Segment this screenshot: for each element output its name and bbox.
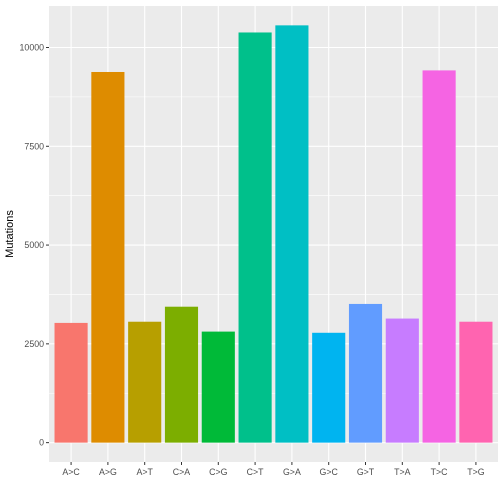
y-tick-label: 10000 [20,42,45,52]
bar-T-to-C [422,70,456,443]
bar-C-to-T [238,32,272,443]
x-tick-label: G>A [283,467,301,477]
bar-G-to-A [275,25,309,443]
x-tick-label: A>C [62,467,80,477]
x-tick-label: C>A [173,467,190,477]
y-tick-label: 2500 [24,339,44,349]
bar-A-to-C [54,322,88,443]
x-tick-label: C>T [247,467,264,477]
x-tick-label: C>G [209,467,227,477]
x-tick-label: T>G [467,467,485,477]
bar-C-to-A [164,306,199,443]
y-tick-label: 5000 [24,240,44,250]
bar-T-to-A [385,318,419,443]
x-tick-label: T>A [394,467,411,477]
bar-T-to-G [459,321,493,443]
y-tick-label: 0 [39,438,44,448]
y-axis: 0 2500 5000 7500 10000 [20,42,49,448]
x-tick-label: G>T [357,467,375,477]
bar-A-to-T [128,321,162,443]
x-tick-label: A>T [136,467,153,477]
bar-A-to-G [91,71,125,443]
y-tick-label: 7500 [24,141,44,151]
bars [54,25,493,443]
bar-G-to-C [312,332,346,443]
x-tick-label: G>C [320,467,339,477]
x-axis: A>C A>G A>T C>A C>G C>T G>A G>C G>T T>A T>C T>G [62,462,485,477]
x-tick-label: A>G [99,467,117,477]
x-tick-label: T>C [431,467,449,477]
bar-C-to-G [201,331,235,443]
y-axis-title: Mutations [4,210,16,258]
bar-G-to-T [348,303,383,443]
